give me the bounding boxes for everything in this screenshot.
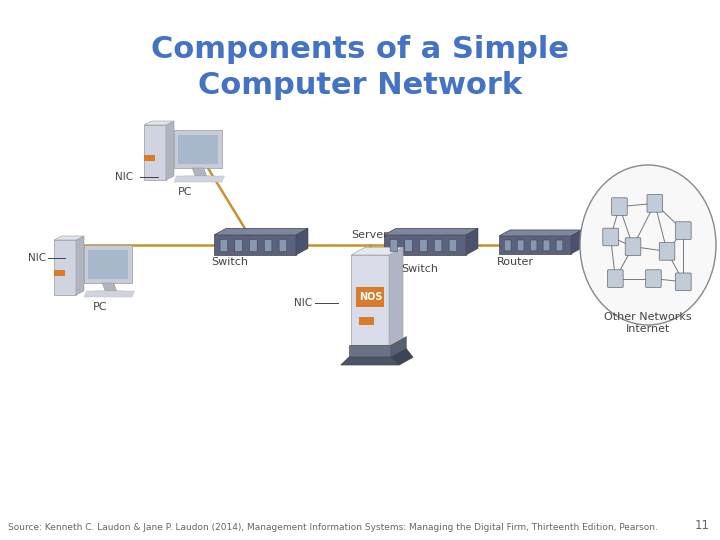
Polygon shape [94, 291, 123, 296]
Text: Switch: Switch [212, 257, 248, 267]
FancyBboxPatch shape [434, 240, 442, 252]
Polygon shape [174, 176, 225, 182]
Text: PC: PC [93, 302, 107, 312]
Text: NIC: NIC [28, 253, 46, 263]
Polygon shape [499, 236, 571, 254]
FancyBboxPatch shape [625, 238, 641, 255]
FancyBboxPatch shape [646, 270, 661, 287]
Polygon shape [84, 291, 135, 297]
FancyBboxPatch shape [264, 240, 272, 252]
Polygon shape [174, 130, 222, 168]
Text: Components of a Simple: Components of a Simple [151, 36, 569, 64]
Text: NOS: NOS [359, 292, 382, 302]
Text: Switch: Switch [402, 264, 438, 274]
Text: Other Networks
Internet: Other Networks Internet [604, 312, 692, 334]
Text: Computer Network: Computer Network [198, 71, 522, 99]
FancyBboxPatch shape [390, 240, 397, 252]
Polygon shape [184, 176, 213, 181]
FancyBboxPatch shape [603, 228, 618, 246]
FancyBboxPatch shape [449, 240, 456, 252]
FancyBboxPatch shape [543, 240, 550, 251]
Polygon shape [102, 283, 117, 291]
FancyBboxPatch shape [220, 240, 228, 252]
FancyBboxPatch shape [612, 198, 627, 215]
Ellipse shape [580, 165, 716, 325]
Polygon shape [166, 121, 174, 180]
Polygon shape [54, 236, 84, 240]
FancyBboxPatch shape [235, 240, 243, 252]
Polygon shape [389, 247, 403, 345]
FancyBboxPatch shape [530, 240, 537, 251]
Polygon shape [88, 249, 128, 279]
Polygon shape [144, 125, 166, 180]
Polygon shape [54, 240, 76, 295]
Polygon shape [499, 230, 582, 236]
Polygon shape [84, 245, 132, 283]
FancyBboxPatch shape [647, 194, 662, 212]
FancyBboxPatch shape [420, 240, 427, 252]
Polygon shape [214, 228, 308, 235]
Text: NIC: NIC [115, 172, 133, 182]
Polygon shape [391, 348, 413, 365]
Polygon shape [178, 134, 218, 164]
Polygon shape [571, 230, 582, 254]
Polygon shape [296, 228, 308, 255]
Text: Router: Router [497, 257, 534, 267]
FancyBboxPatch shape [608, 270, 624, 287]
Polygon shape [466, 228, 478, 255]
Polygon shape [144, 121, 174, 125]
FancyBboxPatch shape [660, 242, 675, 260]
Text: Source: Kenneth C. Laudon & Jane P. Laudon (2014), Management Information System: Source: Kenneth C. Laudon & Jane P. Laud… [8, 523, 658, 532]
Polygon shape [54, 270, 65, 276]
FancyBboxPatch shape [675, 222, 691, 239]
Polygon shape [351, 247, 403, 255]
Polygon shape [214, 235, 296, 255]
FancyBboxPatch shape [517, 240, 524, 251]
Polygon shape [384, 228, 478, 235]
Polygon shape [359, 317, 374, 325]
Polygon shape [351, 255, 389, 345]
FancyBboxPatch shape [504, 240, 511, 251]
Text: 11: 11 [695, 519, 710, 532]
Polygon shape [384, 235, 466, 255]
Text: NIC: NIC [294, 298, 312, 308]
FancyBboxPatch shape [279, 240, 287, 252]
Polygon shape [341, 357, 400, 365]
Text: PC: PC [178, 187, 192, 197]
Text: Server: Server [351, 230, 388, 240]
FancyBboxPatch shape [556, 240, 563, 251]
FancyBboxPatch shape [405, 240, 413, 252]
Polygon shape [391, 336, 406, 357]
FancyBboxPatch shape [675, 273, 691, 291]
Polygon shape [144, 156, 155, 161]
Polygon shape [76, 236, 84, 295]
FancyBboxPatch shape [250, 240, 257, 252]
Polygon shape [356, 287, 384, 307]
Polygon shape [192, 168, 207, 176]
Polygon shape [349, 345, 391, 357]
